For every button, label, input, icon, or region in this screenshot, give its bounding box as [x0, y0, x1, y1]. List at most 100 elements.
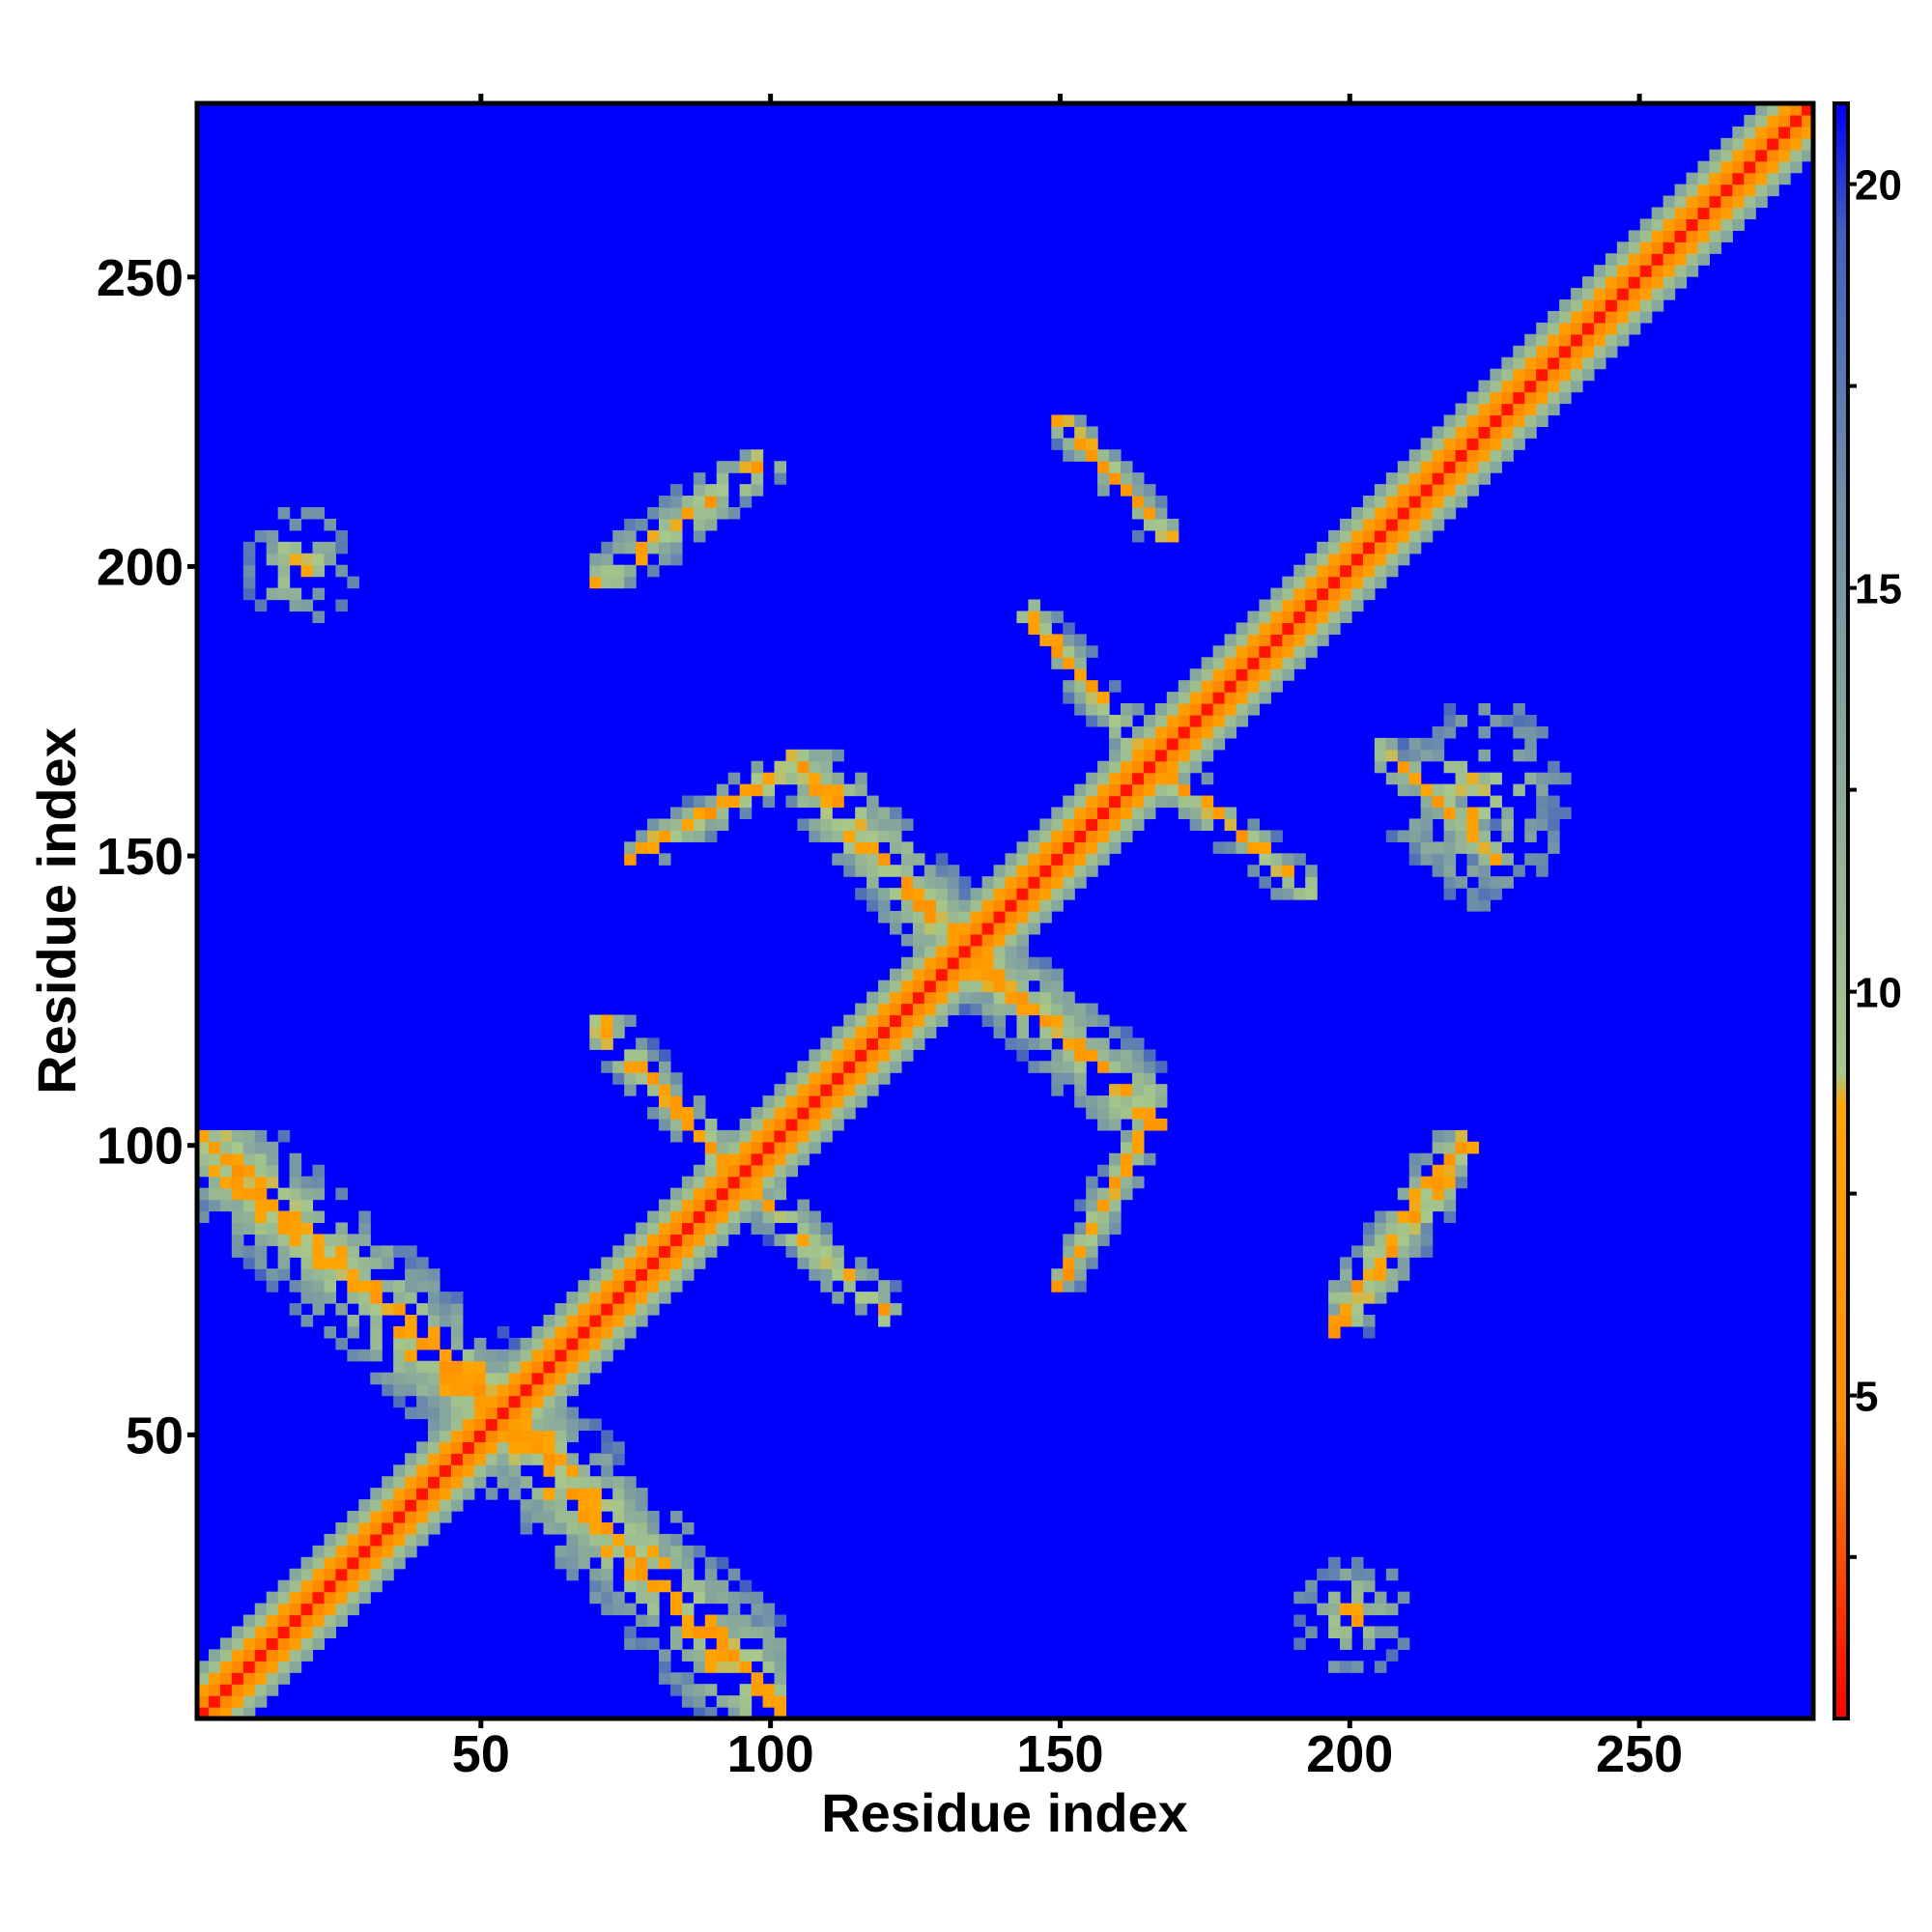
- heatmap-cell: [324, 1257, 336, 1269]
- heatmap-cell: [1109, 1199, 1122, 1212]
- heatmap-cell: [1374, 553, 1387, 566]
- heatmap-cell: [1662, 265, 1676, 277]
- heatmap-cell: [277, 1603, 291, 1616]
- heatmap-cell: [1293, 657, 1306, 669]
- heatmap-cell: [1109, 772, 1122, 785]
- heatmap-cell: [347, 1511, 359, 1523]
- heatmap-cell: [1732, 207, 1745, 220]
- heatmap-cell: [785, 1164, 798, 1178]
- heatmap-cell: [624, 853, 637, 866]
- heatmap-cell: [1513, 783, 1525, 797]
- heatmap-cell: [208, 1695, 221, 1708]
- heatmap-cell: [589, 1268, 602, 1281]
- heatmap-cell: [970, 911, 983, 923]
- heatmap-cell: [277, 1649, 291, 1662]
- heatmap-cell: [1408, 1210, 1422, 1224]
- heatmap-cell: [739, 795, 753, 809]
- heatmap-cell: [1455, 1141, 1468, 1154]
- heatmap-cell: [266, 1268, 279, 1281]
- heatmap-cell: [1121, 461, 1133, 473]
- heatmap-cell: [1548, 322, 1560, 335]
- heatmap-cell: [797, 1072, 810, 1085]
- heatmap-cell: [277, 507, 291, 520]
- heatmap-cell: [1466, 818, 1480, 831]
- heatmap-cell: [601, 1061, 613, 1073]
- heatmap-cell: [958, 968, 972, 981]
- heatmap-cell: [762, 1695, 776, 1708]
- heatmap-cell: [716, 1199, 729, 1212]
- heatmap-cell: [531, 1337, 545, 1350]
- heatmap-cell: [762, 795, 776, 809]
- heatmap-cell: [843, 1268, 856, 1281]
- heatmap-cell: [439, 1360, 452, 1374]
- heatmap-cell: [739, 1141, 753, 1154]
- heatmap-cell: [1016, 865, 1029, 877]
- heatmap-cell: [1536, 818, 1548, 831]
- heatmap-cell: [473, 1406, 487, 1420]
- heatmap-cell: [1455, 772, 1468, 785]
- heatmap-cell: [439, 1383, 452, 1397]
- heatmap-cell: [739, 1199, 753, 1212]
- heatmap-cell: [970, 945, 983, 958]
- heatmap-cell: [335, 1303, 348, 1316]
- heatmap-cell: [1131, 795, 1145, 809]
- heatmap-cell: [1051, 1061, 1064, 1073]
- heatmap-cell: [1455, 461, 1468, 473]
- heatmap-cell: [1259, 668, 1271, 681]
- heatmap-cell: [1143, 1095, 1156, 1108]
- heatmap-cell: [716, 1164, 729, 1178]
- heatmap-cell: [647, 1511, 660, 1523]
- heatmap-cell: [1548, 818, 1560, 831]
- heatmap-cell: [1224, 807, 1237, 820]
- heatmap-cell: [1720, 230, 1733, 242]
- heatmap-cell: [1259, 692, 1271, 704]
- heatmap-cell: [231, 1199, 244, 1212]
- heatmap-cell: [1524, 714, 1537, 727]
- heatmap-cell: [1131, 1084, 1145, 1096]
- heatmap-cell: [1697, 207, 1711, 220]
- heatmap-cell: [1154, 749, 1168, 762]
- heatmap-cell: [727, 507, 741, 520]
- heatmap-cell: [1166, 772, 1179, 785]
- heatmap-cell: [912, 933, 925, 947]
- heatmap-cell: [1536, 865, 1548, 877]
- heatmap-cell: [704, 1187, 718, 1201]
- heatmap-cell: [900, 841, 914, 854]
- heatmap-cell: [636, 1511, 648, 1523]
- heatmap-cell: [1362, 553, 1376, 566]
- heatmap-cell: [681, 1579, 695, 1593]
- heatmap-cell: [1039, 611, 1052, 624]
- heatmap-cell: [636, 1533, 648, 1547]
- heatmap-cell: [832, 853, 844, 866]
- heatmap-cell: [797, 749, 810, 762]
- heatmap-cell: [832, 1292, 844, 1304]
- colorbar-tick-label: 15: [1855, 566, 1902, 613]
- heatmap-cell: [1686, 195, 1699, 209]
- heatmap-cell: [1063, 1026, 1075, 1038]
- heatmap-cell: [1097, 760, 1110, 774]
- heatmap-cell: [1005, 1037, 1018, 1050]
- heatmap-cell: [704, 1568, 718, 1581]
- heatmap-cell: [1074, 1257, 1087, 1269]
- heatmap-cell: [1408, 1222, 1422, 1235]
- heatmap-cell: [242, 1245, 256, 1258]
- heatmap-cell: [1074, 703, 1087, 716]
- heatmap-cell: [669, 1672, 683, 1685]
- heatmap-cell: [751, 449, 764, 462]
- heatmap-cell: [981, 956, 995, 970]
- heatmap-cell: [1420, 749, 1434, 762]
- heatmap-cell: [659, 507, 671, 520]
- heatmap-cell: [993, 968, 1007, 981]
- heatmap-cell: [647, 1222, 660, 1235]
- heatmap-cell: [1270, 888, 1283, 900]
- heatmap-cell: [704, 807, 718, 820]
- heatmap-cell: [1212, 841, 1226, 854]
- heatmap-cell: [1305, 1626, 1318, 1638]
- heatmap-cell: [1178, 772, 1191, 785]
- heatmap-cell: [1662, 242, 1676, 254]
- heatmap-cell: [543, 1406, 556, 1420]
- heatmap-cell: [1201, 692, 1214, 704]
- heatmap-cell: [277, 1257, 291, 1269]
- heatmap-cell: [277, 1187, 291, 1201]
- heatmap-cell: [1086, 1095, 1098, 1108]
